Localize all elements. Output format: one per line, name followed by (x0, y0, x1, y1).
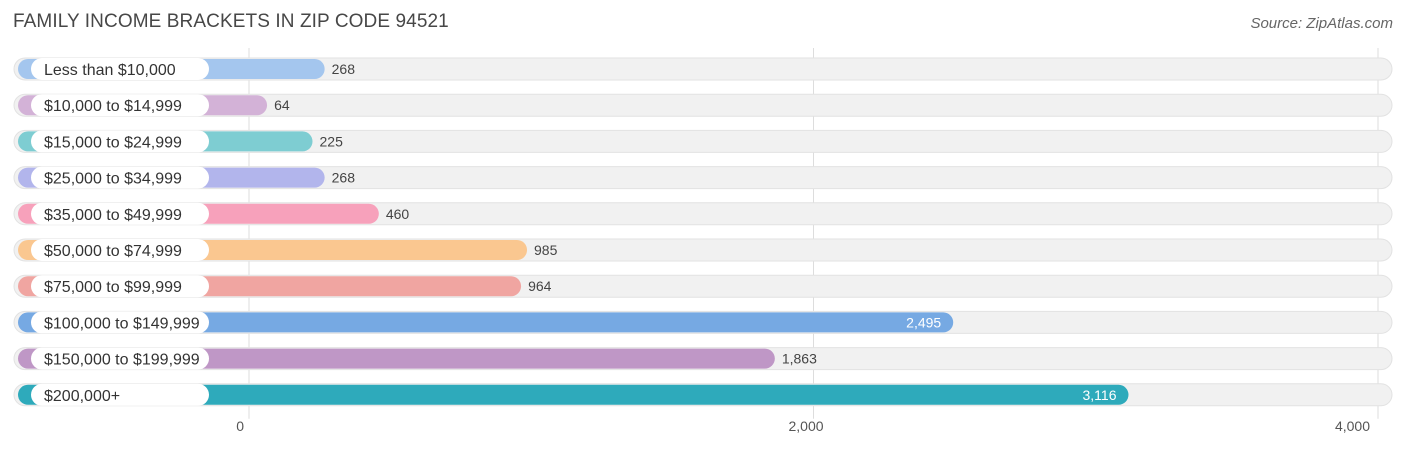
bar-row: $75,000 to $99,999 964 (13, 274, 1393, 298)
bar-row: $100,000 to $149,999 2,495 (13, 310, 1393, 334)
bar-track (13, 166, 1393, 190)
x-tick-label: 2,000 (789, 418, 824, 434)
category-label: $50,000 to $74,999 (44, 243, 182, 260)
value-label: 460 (386, 206, 410, 222)
bar-rows: Less than $10,000 268 $10,000 to $14,999 64… (13, 57, 1393, 407)
value-label: 985 (534, 242, 558, 258)
bar-row: $35,000 to $49,999 460 (13, 202, 1393, 226)
bar-track (13, 57, 1393, 81)
x-axis-ticks: 0 2,000 4,000 (236, 418, 1370, 434)
bar-row: $15,000 to $24,999 225 (13, 129, 1393, 153)
category-label-pill (31, 58, 209, 80)
value-label: 64 (274, 97, 290, 113)
value-label: 2,495 (906, 314, 941, 330)
bar-track (13, 129, 1393, 153)
bar-row: $10,000 to $14,999 64 (13, 93, 1393, 117)
category-label-pill (31, 383, 209, 406)
x-tick-label: 4,000 (1335, 418, 1370, 434)
category-label-pill (31, 239, 209, 261)
category-label-pill (31, 130, 209, 153)
bar-row: $200,000+ 3,116 (13, 383, 1393, 407)
value-label: 225 (320, 133, 344, 149)
chart-title: FAMILY INCOME BRACKETS IN ZIP CODE 94521 (13, 11, 449, 32)
category-label: $25,000 to $34,999 (44, 171, 182, 188)
bar (18, 384, 1129, 405)
bar-row: $150,000 to $199,999 1,863 (13, 347, 1393, 371)
value-label: 1,863 (782, 351, 817, 367)
value-label: 268 (332, 170, 356, 186)
category-label: $150,000 to $199,999 (44, 352, 200, 369)
category-label: $100,000 to $149,999 (44, 315, 200, 332)
bar-row: $50,000 to $74,999 985 (13, 238, 1393, 262)
category-label-pill (31, 94, 209, 117)
category-label: Less than $10,000 (44, 62, 176, 79)
category-label: $75,000 to $99,999 (44, 279, 182, 296)
bar-track (13, 93, 1393, 117)
x-tick-label: 0 (236, 418, 244, 434)
category-label-pill (31, 311, 209, 334)
bar (18, 312, 954, 333)
category-label: $10,000 to $14,999 (44, 98, 182, 115)
category-label-pill (31, 275, 209, 298)
chart-source: Source: ZipAtlas.com (1250, 15, 1393, 32)
value-label: 3,116 (1082, 387, 1116, 403)
category-label: $200,000+ (44, 388, 120, 405)
category-label-pill (31, 166, 209, 189)
category-label: $35,000 to $49,999 (44, 207, 182, 224)
category-label: $15,000 to $24,999 (44, 134, 182, 151)
value-label: 268 (332, 61, 356, 77)
category-label-pill (31, 202, 209, 225)
category-label-pill (31, 347, 209, 370)
bar-row: Less than $10,000 268 (13, 57, 1393, 81)
bar-row: $25,000 to $34,999 268 (13, 166, 1393, 190)
value-label: 964 (528, 278, 552, 294)
